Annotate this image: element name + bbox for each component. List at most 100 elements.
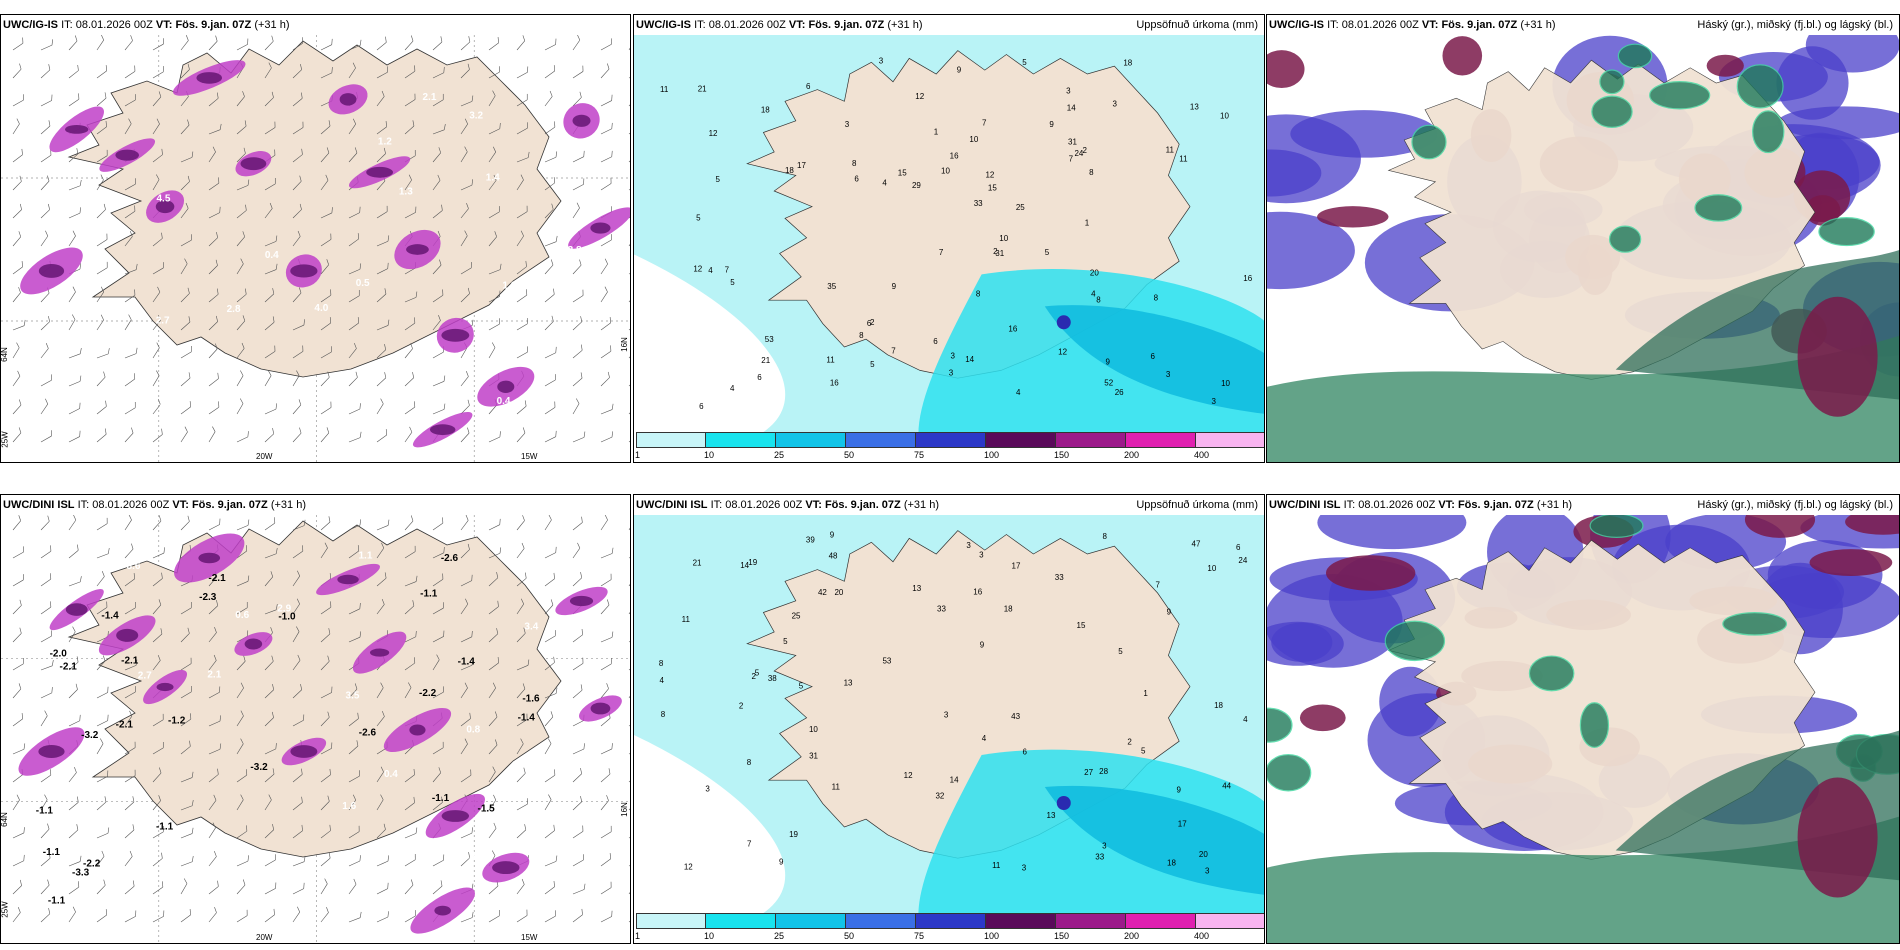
wind-barb-shaft: [236, 125, 247, 135]
wind-barb-flag: [548, 794, 552, 800]
wind-barb-shaft: [292, 802, 303, 811]
wind-barb-shaft: [68, 40, 78, 51]
wind-barb-shaft: [180, 777, 193, 783]
wind-barb: [544, 572, 555, 587]
wind-barb-flag: [441, 796, 443, 803]
precip-value-label: 2: [870, 318, 875, 327]
wind-barb-shaft: [516, 235, 524, 247]
wind-barb: [12, 827, 25, 839]
wind-barb-flag: [187, 287, 190, 294]
wind-barb: [376, 519, 390, 531]
wind-barb: [96, 92, 107, 107]
wind-barb-shaft: [348, 831, 360, 839]
wind-barb-shaft: [376, 180, 386, 191]
wind-barb: [516, 427, 526, 443]
wind-barb-flag: [465, 598, 469, 605]
wind-barb-flag: [520, 174, 524, 181]
wind-barb-shaft: [544, 70, 555, 79]
wind-barb-flag: [247, 179, 250, 186]
wind-barb: [600, 547, 614, 559]
wind-barb-flag: [79, 402, 81, 409]
wind-barb-flag: [50, 545, 52, 552]
wind-barb-flag: [79, 714, 81, 721]
wind-barb-flag: [302, 345, 304, 352]
wind-barb: [404, 879, 414, 895]
precip-value-label: 8: [859, 331, 864, 340]
wind-barb-shaft: [572, 831, 584, 839]
precip-value-label: 2: [1082, 146, 1087, 155]
wind-barb: [544, 430, 557, 443]
wind-barb-shaft: [488, 662, 499, 671]
wind-barb-shaft: [628, 636, 630, 643]
wind-barb-shaft: [320, 212, 333, 219]
wind-barb-shaft: [124, 295, 136, 303]
wind-barb-flag: [47, 175, 50, 182]
wind-barb: [488, 547, 502, 559]
wind-barb-shaft: [404, 432, 413, 443]
wind-barb-shaft: [628, 519, 630, 531]
wind-barb-flag: [553, 177, 555, 183]
wind-barb-shaft: [180, 321, 191, 331]
wind-barb-flag: [303, 714, 305, 721]
snow-value-label: -1.6: [522, 694, 540, 705]
wind-barb-shaft: [96, 692, 108, 699]
wind-barb-shaft: [600, 748, 613, 755]
wind-barb-shaft: [432, 659, 440, 671]
colorbar-label: 150: [1054, 450, 1070, 460]
precip-value-label: 33: [974, 199, 983, 208]
wind-barb: [96, 348, 110, 359]
wind-barb-flag: [415, 827, 418, 834]
wind-barb: [96, 909, 108, 923]
wind-barb: [348, 206, 361, 219]
wind-barb-shaft: [96, 553, 109, 559]
wind-barb-flag: [274, 149, 276, 156]
wind-barb-shaft: [12, 605, 22, 615]
colorbar-swatch: 1: [635, 913, 706, 941]
snow-value-label: -2.1: [121, 655, 139, 666]
wind-barb-shaft: [348, 268, 361, 275]
wind-barb: [628, 322, 630, 331]
wind-barb-shaft: [572, 97, 582, 107]
wind-barb-shaft: [292, 98, 303, 107]
wind-barb-flag: [78, 93, 80, 100]
wind-barb: [40, 630, 52, 643]
wind-barb-flag: [135, 602, 136, 608]
wind-barb-shaft: [348, 775, 360, 783]
wind-barb-shaft: [404, 802, 415, 811]
wind-barb-shaft: [292, 720, 304, 727]
wind-barb-flag: [23, 743, 26, 750]
wind-barb: [404, 401, 416, 415]
wind-barb-flag: [275, 854, 276, 861]
wind-barb: [180, 151, 194, 163]
wind-barb: [208, 768, 219, 783]
wind-barb: [320, 768, 331, 783]
wind-barb-flag: [191, 799, 194, 806]
wind-barb-shaft: [572, 350, 583, 359]
snow-value-label: -1.1: [48, 895, 66, 906]
wind-barb: [320, 427, 330, 443]
wind-barb: [292, 37, 304, 51]
wind-barb-shaft: [460, 718, 471, 727]
precip-value-label: 18: [1004, 605, 1013, 614]
wind-barb-shaft: [152, 154, 163, 163]
wind-barb: [376, 121, 387, 135]
wind-barb: [628, 552, 630, 559]
wind-barb: [460, 852, 471, 867]
wind-barb: [628, 97, 630, 107]
snow-core: [366, 166, 393, 178]
wind-barb-flag: [576, 202, 580, 209]
snow-core: [65, 124, 89, 134]
wind-barb-flag: [163, 826, 164, 832]
precip-value-label: 7: [939, 248, 944, 257]
wind-barb: [40, 660, 54, 671]
wind-barb-shaft: [488, 236, 497, 247]
panel-subtitle: Háský (gr.), miðský (fj.bl.) og lágský (…: [1697, 499, 1893, 511]
wind-barb-shaft: [208, 774, 219, 783]
wind-barb-flag: [50, 769, 52, 776]
wind-barb-flag: [610, 825, 612, 832]
wind-barb: [628, 39, 630, 51]
wind-barb: [600, 910, 613, 923]
wind-barb: [348, 794, 356, 811]
wind-barb: [40, 175, 50, 191]
wind-barb: [320, 346, 332, 359]
